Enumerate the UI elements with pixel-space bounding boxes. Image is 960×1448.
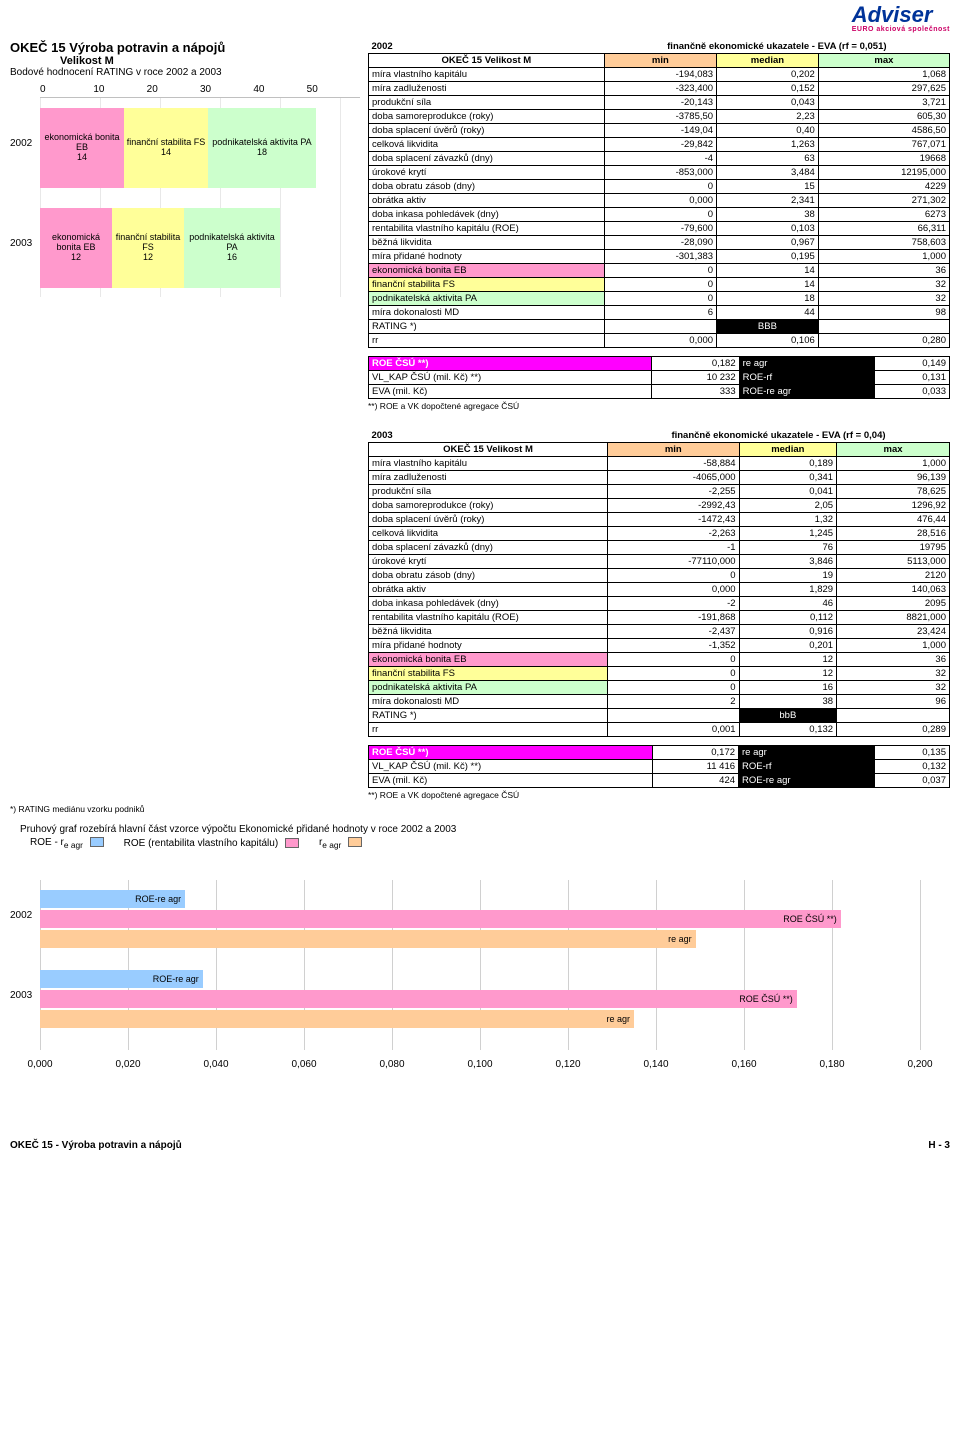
title-block: OKEČ 15 Výroba potravin a nápojů Velikos… <box>10 40 360 78</box>
subtitle: Velikost M <box>60 55 360 67</box>
axis-tick: 0 <box>40 84 93 95</box>
stacked-segment-pa: podnikatelská aktivita PA16 <box>184 208 280 288</box>
axis-tick: 0,060 <box>291 1059 316 1070</box>
legend-item: re agr <box>319 837 362 850</box>
rating-footnote: *) RATING mediánu vzorku podniků <box>10 804 950 814</box>
stacked-segment-eb: ekonomická bonita EB12 <box>40 208 112 288</box>
axis-tick: 0,200 <box>907 1059 932 1070</box>
roe-note-2003: **) ROE a VK dopočtené agregace ČSÚ <box>368 790 950 800</box>
axis-tick: 0,080 <box>379 1059 404 1070</box>
axis-tick: 20 <box>147 84 200 95</box>
bottom-chart-caption: Pruhový graf rozebírá hlavní část vzorce… <box>20 824 950 835</box>
year-label: 2003 <box>10 990 32 1001</box>
horizontal-bar-chart: 0,0000,0200,0400,0600,0800,1000,1200,140… <box>40 880 940 1080</box>
roe-note-2002: **) ROE a VK dopočtené agregace ČSÚ <box>368 401 950 411</box>
roe-table-2002: ROE ČSÚ **)0,182re agr0,149VL_KAP ČSÚ (m… <box>368 356 950 399</box>
axis-tick: 50 <box>307 84 360 95</box>
hbar: ROE-re agr <box>40 890 185 908</box>
legend: ROE - re agr ROE (rentabilita vlastního … <box>30 837 950 850</box>
axis-tick: 30 <box>200 84 253 95</box>
axis-tick: 0,000 <box>27 1059 52 1070</box>
legend-swatch <box>90 837 104 847</box>
footer-left: OKEČ 15 - Výroba potravin a nápojů <box>10 1140 182 1151</box>
axis-tick: 0,180 <box>819 1059 844 1070</box>
legend-swatch <box>285 838 299 848</box>
rating-caption: Bodové hodnocení RATING v roce 2002 a 20… <box>10 67 360 78</box>
stacked-segment-pa: podnikatelská aktivita PA18 <box>208 108 316 188</box>
hbar: ROE ČSÚ **) <box>40 990 797 1008</box>
stacked-segment-fs: finanční stabilita FS14 <box>124 108 208 188</box>
year-label: 2002 <box>10 910 32 921</box>
chart-x-axis: 01020304050 <box>40 84 360 95</box>
hbar: re agr <box>40 1010 634 1028</box>
year-label: 2003 <box>10 238 32 249</box>
stacked-chart-2003-placeholder <box>10 429 360 430</box>
indicators-table-2002: 2002finančně ekonomické ukazatele - EVA … <box>368 40 950 348</box>
indicators-table-2003: 2003finančně ekonomické ukazatele - EVA … <box>368 429 950 737</box>
axis-tick: 0,120 <box>555 1059 580 1070</box>
year-label: 2002 <box>10 138 32 149</box>
axis-tick: 0,040 <box>203 1059 228 1070</box>
hbar: re agr <box>40 930 696 948</box>
axis-tick: 0,140 <box>643 1059 668 1070</box>
hbar: ROE ČSÚ **) <box>40 910 841 928</box>
footer-right: H - 3 <box>928 1140 950 1151</box>
roe-table-2003: ROE ČSÚ **)0,172re agr0,135VL_KAP ČSÚ (m… <box>368 745 950 788</box>
axis-tick: 40 <box>253 84 306 95</box>
legend-item: ROE (rentabilita vlastního kapitálu) <box>124 838 299 849</box>
axis-tick: 0,100 <box>467 1059 492 1070</box>
axis-tick: 0,160 <box>731 1059 756 1070</box>
stacked-bar-chart: 2002ekonomická bonita EB14finanční stabi… <box>40 97 360 297</box>
legend-item: ROE - re agr <box>30 837 104 850</box>
stacked-segment-eb: ekonomická bonita EB14 <box>40 108 124 188</box>
hbar: ROE-re agr <box>40 970 203 988</box>
legend-swatch <box>348 837 362 847</box>
stacked-segment-fs: finanční stabilita FS12 <box>112 208 184 288</box>
axis-tick: 0,020 <box>115 1059 140 1070</box>
axis-tick: 10 <box>93 84 146 95</box>
page-title: OKEČ 15 Výroba potravin a nápojů <box>10 40 360 55</box>
